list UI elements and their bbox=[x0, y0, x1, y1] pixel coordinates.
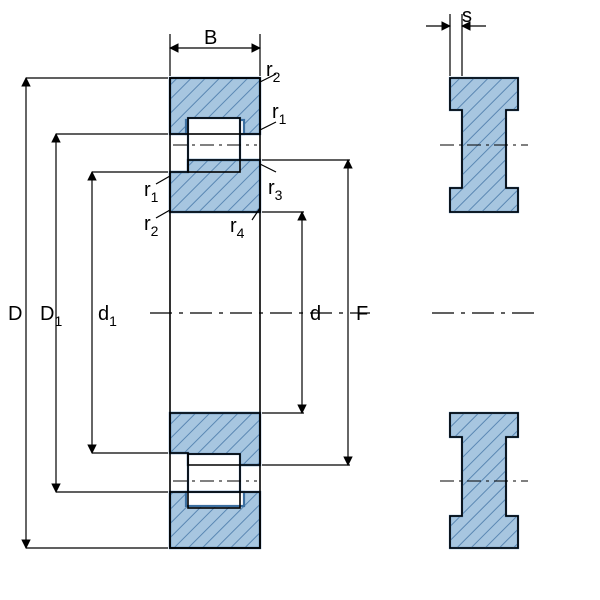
label-r2-top: r2 bbox=[266, 59, 281, 85]
label-s: s bbox=[462, 5, 472, 27]
label-B: B bbox=[204, 27, 217, 49]
label-F: F bbox=[356, 303, 368, 325]
label-d: d bbox=[310, 303, 321, 325]
label-r1-left: r1 bbox=[144, 179, 159, 205]
label-d1: d1 bbox=[98, 303, 117, 329]
label-D1: D1 bbox=[40, 303, 62, 329]
label-r2-left: r2 bbox=[144, 213, 159, 239]
label-D: D bbox=[8, 303, 22, 325]
label-r4: r4 bbox=[230, 215, 245, 241]
label-r3: r3 bbox=[268, 177, 283, 203]
